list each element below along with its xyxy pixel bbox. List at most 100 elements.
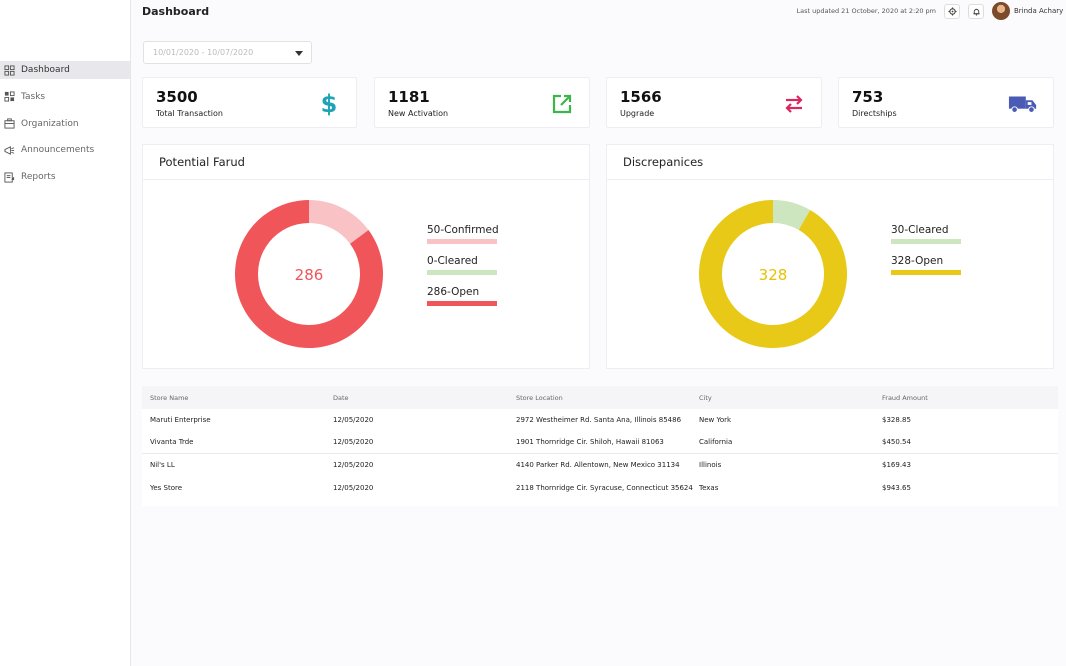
cell-city: New York (699, 416, 732, 425)
column-header-store-location[interactable]: Store Location (516, 393, 563, 402)
table-row[interactable]: Yes Store 12/05/2020 2118 Thornridge Cir… (142, 477, 1058, 500)
stat-value: 1566 (620, 88, 662, 106)
legend-item-confirmed: 50-Confirmed (427, 224, 499, 244)
cell-date: 12/05/2020 (333, 461, 374, 470)
discrepancies-panel: Discrepanices 328 30-Cleared 328-Open (606, 144, 1054, 369)
legend-label: 50-Confirmed (427, 224, 499, 236)
reports-icon (3, 171, 15, 183)
sidebar-nav: Dashboard Tasks Organization Announcemen… (0, 61, 130, 195)
table-row[interactable]: Nil's LL 12/05/2020 4140 Parker Rd. Alle… (142, 454, 1058, 477)
bell-icon (972, 8, 980, 16)
cell-fraud-amount: $169.43 (882, 461, 911, 470)
table-row[interactable]: Maruti Enterprise 12/05/2020 2972 Westhe… (142, 409, 1058, 432)
fraud-donut-chart: 286 (235, 200, 383, 348)
cell-fraud-amount: $450.54 (882, 438, 911, 447)
potential-fraud-panel: Potential Farud 286 50-Confirmed 0-Clear… (142, 144, 590, 369)
legend-swatch (427, 270, 497, 275)
notifications-button[interactable] (968, 4, 984, 19)
column-header-fraud-amount[interactable]: Fraud Amount (882, 393, 928, 402)
cell-store-name: Nil's LL (150, 461, 175, 470)
tasks-icon (3, 91, 15, 103)
external-link-icon (549, 91, 575, 117)
sidebar-item-announcements[interactable]: Announcements (0, 141, 130, 159)
cell-store-location: 2118 Thornridge Cir. Syracuse, Connectic… (516, 483, 693, 492)
cell-store-name: Yes Store (150, 483, 183, 492)
donut-segment-286-open (235, 200, 383, 348)
legend-label: 30-Cleared (891, 224, 949, 236)
sidebar-item-tasks[interactable]: Tasks (0, 88, 130, 106)
legend-label: 0-Cleared (427, 255, 478, 267)
dollar-icon: $ (320, 90, 338, 118)
legend-swatch (427, 301, 497, 306)
cell-store-name: Vivanta Trde (150, 438, 194, 447)
sidebar-item-label: Organization (21, 118, 79, 129)
cell-city: California (699, 438, 733, 447)
sidebar-item-label: Announcements (21, 145, 95, 156)
cell-fraud-amount: $943.65 (882, 483, 911, 492)
sidebar-item-organization[interactable]: Organization (0, 115, 130, 133)
dashboard-icon (3, 64, 15, 76)
table-header: Store Name Date Store Location City Frau… (142, 386, 1058, 409)
donut-segment-30-cleared (773, 200, 811, 230)
stat-value: 1181 (388, 88, 430, 106)
fraud-table: Store Name Date Store Location City Frau… (142, 386, 1058, 506)
gear-icon (947, 7, 957, 16)
settings-button[interactable] (944, 4, 960, 19)
stat-label: Total Transaction (156, 109, 223, 118)
legend-item-cleared: 0-Cleared (427, 255, 499, 275)
donut-segment-328-open (699, 200, 847, 348)
stat-card-upgrade: 1566 Upgrade (606, 77, 822, 128)
legend-swatch (427, 239, 497, 244)
user-name[interactable]: Brinda Achary (1014, 7, 1064, 15)
legend-label: 286-Open (427, 286, 480, 298)
cell-city: Illinois (699, 461, 722, 470)
organization-icon (3, 118, 15, 130)
cell-city: Texas (699, 483, 719, 492)
panel-title: Discrepanices (607, 145, 1053, 180)
column-header-store-name[interactable]: Store Name (150, 393, 189, 402)
legend-item-open: 286-Open (427, 286, 499, 306)
cell-date: 12/05/2020 (333, 416, 374, 425)
truck-icon (1007, 91, 1039, 117)
stat-card-new-activation: 1181 New Activation (374, 77, 590, 128)
sidebar-item-label: Reports (21, 172, 56, 183)
legend-label: 328-Open (891, 255, 944, 267)
sidebar-item-dashboard[interactable]: Dashboard (0, 61, 130, 79)
legend-swatch (891, 239, 961, 244)
last-updated-text: Last updated 21 October, 2020 at 2:20 pm (796, 7, 936, 15)
column-header-city[interactable]: City (699, 393, 712, 402)
stat-label: New Activation (388, 109, 449, 118)
table-row[interactable]: Vivanta Trde 12/05/2020 1901 Thornridge … (142, 432, 1058, 454)
avatar[interactable] (992, 2, 1010, 20)
cell-fraud-amount: $328.85 (882, 416, 911, 425)
cell-date: 12/05/2020 (333, 438, 374, 447)
stat-value: 3500 (156, 88, 198, 106)
stat-label: Upgrade (620, 109, 655, 118)
legend-item-open: 328-Open (891, 255, 961, 275)
stat-card-directships: 753 Directships (838, 77, 1054, 128)
cell-date: 12/05/2020 (333, 483, 374, 492)
donut-segment-50-confirmed (309, 200, 369, 244)
legend-swatch (891, 270, 961, 275)
fraud-legend: 50-Confirmed 0-Cleared 286-Open (427, 224, 499, 317)
stat-card-total-transaction: 3500 Total Transaction $ (142, 77, 357, 128)
page-title: Dashboard (142, 5, 210, 18)
date-range-select[interactable]: 10/01/2020 - 10/07/2020 (143, 41, 312, 64)
stat-label: Directships (852, 109, 897, 118)
top-header: Dashboard Last updated 21 October, 2020 … (131, 0, 1066, 24)
donut-center-value: 328 (759, 266, 788, 284)
sidebar-item-label: Tasks (21, 91, 46, 102)
panel-title: Potential Farud (143, 145, 589, 180)
swap-arrows-icon (781, 91, 807, 117)
megaphone-icon (3, 144, 15, 156)
date-range-value: 10/01/2020 - 10/07/2020 (153, 48, 254, 57)
caret-down-icon (295, 51, 303, 56)
cell-store-location: 4140 Parker Rd. Allentown, New Mexico 31… (516, 461, 680, 470)
cell-store-name: Maruti Enterprise (150, 416, 211, 425)
cell-store-location: 1901 Thornridge Cir. Shiloh, Hawaii 8106… (516, 438, 664, 447)
column-header-date[interactable]: Date (333, 393, 349, 402)
discrepancies-donut-chart: 328 (699, 200, 847, 348)
stat-value: 753 (852, 88, 884, 106)
cell-store-location: 2972 Westheimer Rd. Santa Ana, Illinois … (516, 416, 682, 425)
sidebar-item-reports[interactable]: Reports (0, 168, 130, 186)
